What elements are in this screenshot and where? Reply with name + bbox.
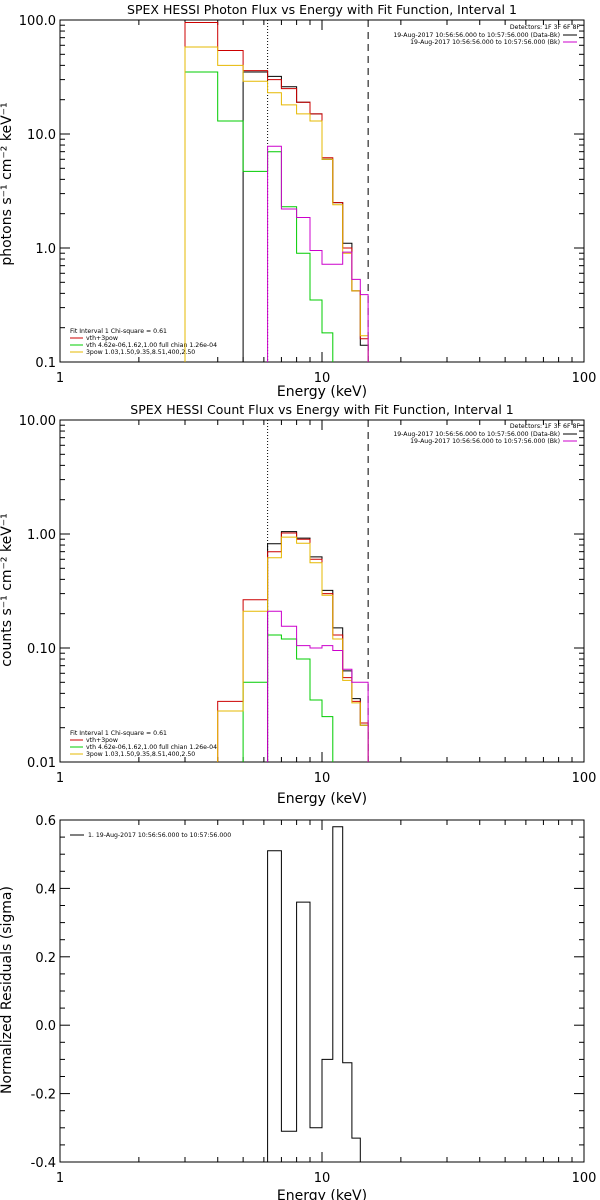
y-tick-label: 0.01: [27, 756, 56, 771]
panel-title: SPEX HESSI Count Flux vs Energy with Fit…: [130, 402, 513, 417]
x-tick-label: 100: [572, 1171, 597, 1186]
y-tick-label: 10.00: [19, 414, 56, 429]
info-box: Detectors: 1F 3F 6F 8F 19-Aug-2017 10:56…: [393, 423, 580, 445]
info-line: Detectors: 1F 3F 6F 8F: [510, 24, 581, 31]
x-tick-label: 1: [56, 771, 64, 786]
count-flux-panel: SPEX HESSI Count Flux vs Energy with Fit…: [0, 402, 596, 807]
y-tick-label: 10.0: [27, 128, 56, 143]
y-axis-label: counts s⁻¹ cm⁻² keV⁻¹: [0, 513, 15, 667]
fit-line: vth 4.62e-06,1.62,1.00 full chian 1.26e-…: [86, 744, 217, 751]
series-fit-line: [184, 22, 369, 362]
x-tick-label: 10: [314, 771, 331, 786]
series-bk-line: [267, 145, 369, 362]
residual-legend: 1. 19-Aug-2017 10:56:56.000 to 10:57:56.…: [70, 832, 231, 839]
residual-line: [267, 826, 369, 1163]
x-tick-label: 1: [56, 371, 64, 386]
series-fit-line: [217, 532, 369, 762]
fit-line: 3pow 1.03,1.50,9.35,8.51,400,2.50: [86, 349, 195, 356]
x-tick-label: 100: [572, 771, 597, 786]
y-tick-label: 0.2: [35, 951, 56, 966]
x-axis-label: Energy (keV): [277, 791, 367, 807]
series-vth-line: [184, 71, 334, 362]
y-tick-label: 0.1: [35, 356, 56, 371]
x-tick-label: 100: [572, 371, 597, 386]
panel-title: SPEX HESSI Photon Flux vs Energy with Fi…: [127, 2, 517, 17]
series-pow-line: [184, 46, 369, 362]
y-tick-label: 0.6: [35, 814, 56, 829]
info-line: Detectors: 1F 3F 6F 8F: [510, 423, 581, 430]
legend-label: 1. 19-Aug-2017 10:56:56.000 to 10:57:56.…: [88, 832, 231, 839]
y-tick-label: 0.10: [27, 642, 56, 657]
fit-line: Fit Interval 1 Chi-square = 0.61: [70, 328, 167, 335]
series-bk-line: [267, 610, 369, 762]
y-tick-label: 0.0: [35, 1019, 56, 1034]
residuals-panel: Normalized Residuals (sigma) Energy (keV…: [0, 814, 596, 1200]
x-axis-label: Energy (keV): [277, 1188, 367, 1200]
photon-flux-panel: SPEX HESSI Photon Flux vs Energy with Fi…: [0, 2, 596, 400]
fit-line: Fit Interval 1 Chi-square = 0.61: [70, 730, 167, 737]
x-tick-label: 1: [56, 1171, 64, 1186]
fit-line: vth 4.62e-06,1.62,1.00 full chian 1.26e-…: [86, 342, 217, 349]
y-tick-label: -0.4: [31, 1156, 56, 1171]
x-tick-label: 10: [314, 371, 331, 386]
fit-line: 3pow 1.03,1.50,9.35,8.51,400,2.50: [86, 751, 195, 758]
y-axis-label: photons s⁻¹ cm⁻² keV⁻¹: [0, 102, 15, 265]
info-line: 19-Aug-2017 10:56:56.000 to 10:57:56.000…: [393, 32, 560, 39]
fit-line: vth+3pow: [86, 737, 118, 744]
x-tick-label: 10: [314, 1171, 331, 1186]
y-tick-label: 100.0: [19, 14, 56, 29]
y-tick-label: 1.00: [27, 528, 56, 543]
x-axis-label: Energy (keV): [277, 384, 367, 400]
info-line: 19-Aug-2017 10:56:56.000 to 10:57:56.000…: [410, 438, 560, 445]
info-line: 19-Aug-2017 10:56:56.000 to 10:57:56.000…: [410, 39, 560, 46]
fit-line: vth+3pow: [86, 335, 118, 342]
series-pow-line: [217, 536, 369, 762]
info-box: Detectors: 1F 3F 6F 8F 19-Aug-2017 10:56…: [393, 24, 580, 46]
y-tick-label: -0.2: [31, 1088, 56, 1103]
fit-legend: Fit Interval 1 Chi-square = 0.61 vth+3po…: [70, 730, 217, 758]
y-axis-label: Normalized Residuals (sigma): [0, 886, 15, 1094]
series-vth-line: [242, 634, 334, 762]
info-line: 19-Aug-2017 10:56:56.000 to 10:57:56.000…: [393, 431, 560, 438]
y-tick-label: 0.4: [35, 882, 56, 897]
fit-legend: Fit Interval 1 Chi-square = 0.61 vth+3po…: [70, 328, 217, 356]
series-data-line: [267, 531, 369, 762]
y-tick-label: 1.0: [35, 242, 56, 257]
